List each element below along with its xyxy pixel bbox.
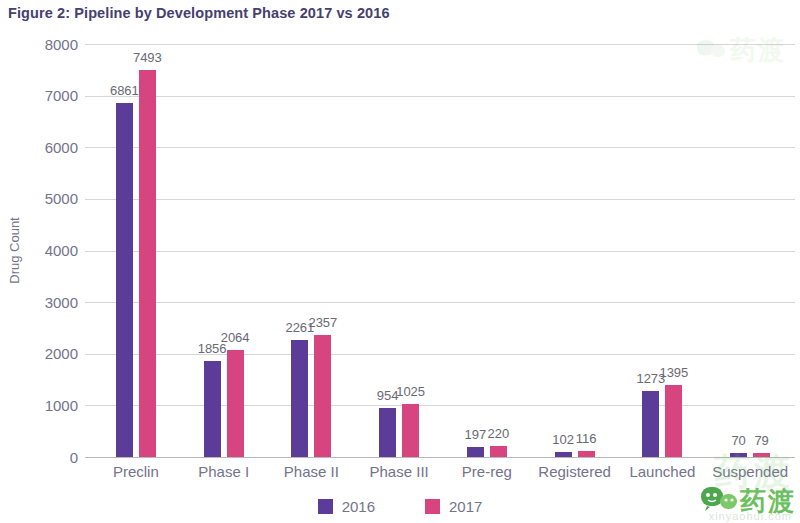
bar-2017-preclin <box>139 70 156 457</box>
bar-2017-phase-ii <box>314 335 331 457</box>
x-tick-label: Phase III <box>349 463 449 480</box>
bar-value-label: 116 <box>554 431 618 446</box>
bar-2016-launched <box>642 391 659 457</box>
watermark-mascot-icon <box>701 485 737 513</box>
bar-2017-registered <box>578 451 595 457</box>
x-tick-label: Phase I <box>174 463 274 480</box>
legend-label: 2017 <box>449 498 482 515</box>
y-tick-label: 7000 <box>28 88 78 103</box>
watermark-domain: xinyaohui.com <box>709 510 792 522</box>
y-tick-label: 3000 <box>28 295 78 310</box>
watermark-logo: 药渡 <box>701 485 796 513</box>
gridline <box>85 405 795 406</box>
x-tick-label: Phase II <box>261 463 361 480</box>
y-tick-label: 2000 <box>28 346 78 361</box>
gridline <box>85 251 795 252</box>
gridline <box>85 199 795 200</box>
bar-value-label: 220 <box>466 426 530 441</box>
x-tick-label: Preclin <box>86 463 186 480</box>
bar-2016-phase-ii <box>291 340 308 457</box>
bar-value-label: 79 <box>730 433 794 448</box>
legend-item-2017: 2017 <box>425 498 482 515</box>
y-tick-label: 5000 <box>28 191 78 206</box>
bar-2016-pre-reg <box>467 447 484 457</box>
bar-2016-registered <box>555 452 572 457</box>
legend: 2016 2017 <box>0 494 800 518</box>
y-tick-label: 1000 <box>28 398 78 413</box>
bar-value-label: 2357 <box>291 315 355 330</box>
y-tick-label: 6000 <box>28 140 78 155</box>
gridline <box>85 457 795 458</box>
bar-value-label: 1395 <box>642 365 706 380</box>
x-tick-label: Pre-reg <box>437 463 537 480</box>
bar-value-label: 1025 <box>379 384 443 399</box>
watermark-mascot-icon <box>697 38 727 62</box>
bar-2016-preclin <box>116 103 133 457</box>
x-tick-label: Registered <box>525 463 625 480</box>
x-tick-label: Launched <box>612 463 712 480</box>
y-tick-label: 4000 <box>28 243 78 258</box>
legend-swatch <box>318 499 333 514</box>
bar-2017-phase-i <box>227 350 244 457</box>
bar-2017-launched <box>665 385 682 457</box>
watermark-ghost-top-text: 药渡 <box>730 38 786 62</box>
legend-swatch <box>425 499 440 514</box>
legend-item-2016: 2016 <box>318 498 375 515</box>
legend-label: 2016 <box>342 498 375 515</box>
gridline <box>85 96 795 97</box>
gridline <box>85 302 795 303</box>
chart-figure: Figure 2: Pipeline by Development Phase … <box>0 0 800 523</box>
plot-area: 0100020003000400050006000700080006861749… <box>0 0 800 523</box>
y-tick-label: 0 <box>28 450 78 465</box>
bar-2017-pre-reg <box>490 446 507 457</box>
bar-value-label: 7493 <box>115 50 179 65</box>
watermark-ghost-top: 药渡 <box>697 38 786 62</box>
gridline <box>85 147 795 148</box>
y-tick-label: 8000 <box>28 37 78 52</box>
bar-2017-phase-iii <box>402 404 419 457</box>
bar-2016-phase-iii <box>379 408 396 457</box>
gridline <box>85 44 795 45</box>
bar-2016-phase-i <box>204 361 221 457</box>
bar-value-label: 2064 <box>203 330 267 345</box>
